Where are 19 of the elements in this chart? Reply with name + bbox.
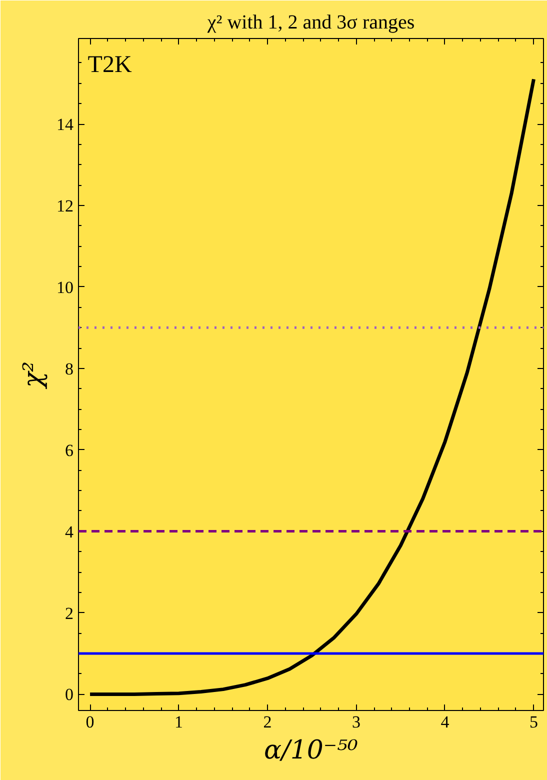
x-axis-title: α/10⁻⁵⁰ bbox=[264, 736, 359, 766]
annotation: T2K bbox=[88, 52, 132, 78]
x-tick-label: 3 bbox=[352, 712, 361, 732]
y-tick-label: 0 bbox=[65, 685, 74, 704]
y-tick-label: 10 bbox=[56, 278, 74, 297]
line-series bbox=[88, 77, 536, 696]
chart-title: χ² with 1, 2 and 3σ ranges bbox=[206, 12, 415, 34]
x-tick-label: 5 bbox=[529, 712, 538, 732]
y-tick-label: 14 bbox=[56, 115, 74, 134]
y-tick-label: 8 bbox=[65, 359, 74, 378]
x-tick-label: 1 bbox=[174, 712, 184, 732]
x-tick-label: 4 bbox=[440, 712, 450, 732]
y-tick-label: 4 bbox=[65, 522, 74, 542]
x-tick-label: 0 bbox=[86, 712, 94, 732]
x-tick-label: 2 bbox=[263, 712, 272, 732]
y-tick-label: 6 bbox=[65, 440, 74, 460]
y-tick-label: 12 bbox=[56, 196, 74, 216]
y-tick-label: 2 bbox=[65, 604, 74, 623]
y-axis-title: χ² bbox=[18, 361, 48, 390]
